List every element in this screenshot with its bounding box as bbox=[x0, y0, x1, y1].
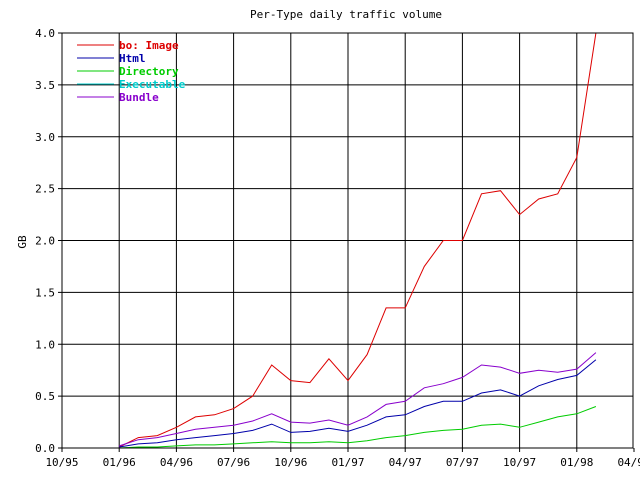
series-line bbox=[118, 32, 597, 448]
x-tick-label: 01/96 bbox=[103, 456, 136, 469]
x-tick-label: 01/98 bbox=[560, 456, 593, 469]
legend-label: Bundle bbox=[119, 91, 159, 104]
y-tick-label: 2.5 bbox=[35, 183, 55, 196]
x-tick-label: 10/97 bbox=[503, 456, 536, 469]
x-tick-label: 10/95 bbox=[45, 456, 78, 469]
y-tick-label: 2.0 bbox=[35, 235, 55, 248]
y-tick-label: 1.0 bbox=[35, 338, 55, 351]
x-tick-label: 04/96 bbox=[160, 456, 193, 469]
y-tick-label: 1.5 bbox=[35, 286, 55, 299]
x-tick-label: 04/97 bbox=[389, 456, 422, 469]
y-tick-label: 0.0 bbox=[35, 442, 55, 455]
series-line bbox=[119, 359, 597, 448]
x-tick-label: 07/97 bbox=[446, 456, 479, 469]
y-axis-label: GB bbox=[16, 235, 29, 249]
legend-label: Html bbox=[119, 52, 146, 65]
y-tick-label: 3.5 bbox=[35, 79, 55, 92]
x-axis: 10/95 01/96 04/96 07/96 10/96 01/97 04/97 07/97… bbox=[45, 448, 640, 469]
chart-title: Per-Type daily traffic volume bbox=[250, 8, 442, 21]
series-line bbox=[119, 406, 597, 449]
x-tick-label: 01/97 bbox=[331, 456, 364, 469]
y-axis: 0.0 0.5 1.0 1.5 2.0 2.5 3.0 3.5 4.0 bbox=[35, 27, 62, 455]
x-tick-label: 07/96 bbox=[217, 456, 250, 469]
legend-label: Directory bbox=[119, 65, 179, 78]
x-tick-label: 10/96 bbox=[274, 456, 307, 469]
x-tick-label: 04/98 bbox=[617, 456, 640, 469]
grid bbox=[62, 33, 633, 448]
y-tick-label: 0.5 bbox=[35, 390, 55, 403]
y-tick-label: 4.0 bbox=[35, 27, 55, 40]
legend-label: Executable bbox=[119, 78, 186, 91]
legend-label: bo: Image bbox=[119, 39, 179, 52]
y-tick-label: 3.0 bbox=[35, 131, 55, 144]
series-line bbox=[119, 352, 597, 447]
